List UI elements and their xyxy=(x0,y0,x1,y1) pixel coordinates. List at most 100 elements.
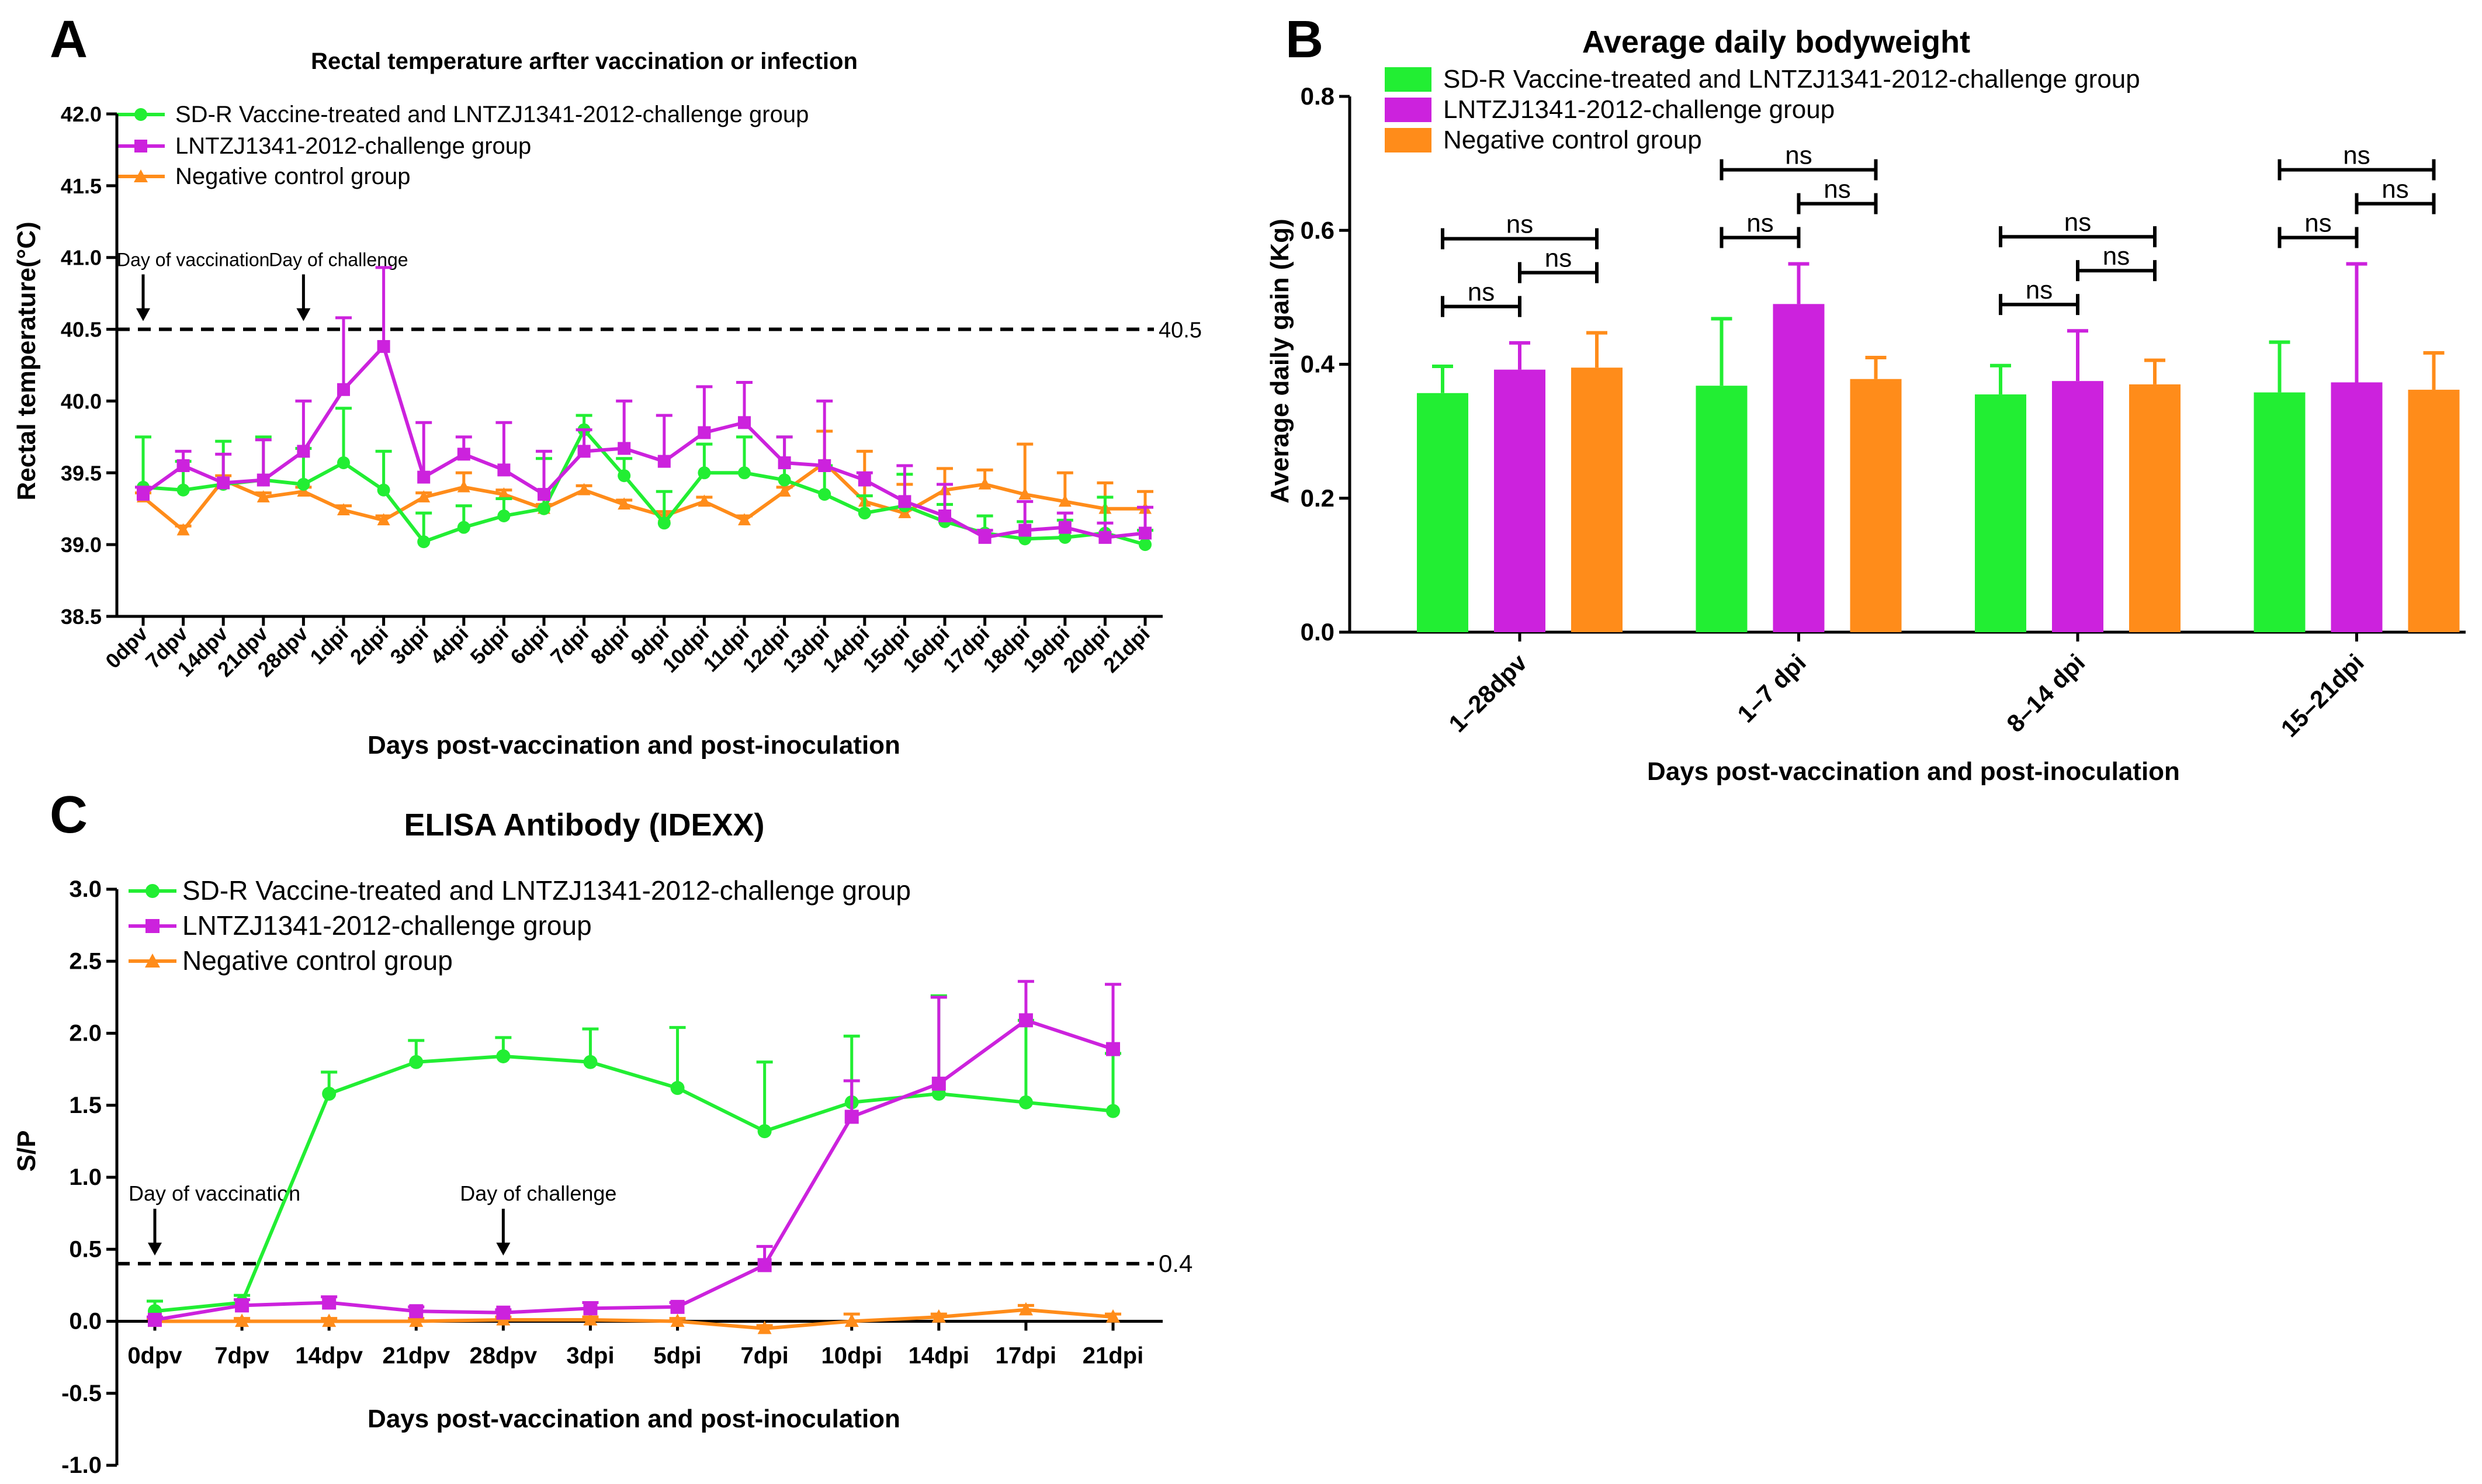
A-x-tick-label: 12dpi xyxy=(738,622,793,677)
chart-a-legend: SD-R Vaccine-treated and LNTZJ1341-2012-… xyxy=(117,102,809,189)
legend-a-green-marker xyxy=(134,108,147,121)
legend-b-magenta-swatch xyxy=(1385,98,1431,122)
A-data-point xyxy=(457,448,470,461)
A-series-magenta xyxy=(135,266,1153,544)
C-x-tick-label: 21dpi xyxy=(1083,1343,1143,1369)
B-sig-label: ns xyxy=(2382,175,2408,204)
A-data-point xyxy=(538,488,550,501)
C-data-point xyxy=(757,1258,772,1273)
B-sig-label: ns xyxy=(2304,209,2331,238)
B-bar-green xyxy=(1696,386,1748,632)
A-data-point xyxy=(1139,526,1152,540)
B-bar-magenta xyxy=(2331,382,2383,632)
A-x-tick-label: 5dpi xyxy=(466,622,513,669)
B-y-tick-label: 0.4 xyxy=(1301,351,1335,378)
C-data-point xyxy=(670,1313,685,1327)
B-sig-label: ns xyxy=(1785,141,1812,170)
B-bar-magenta xyxy=(1773,304,1825,632)
A-x-tick-label: 0dpv xyxy=(100,622,152,673)
A-data-point xyxy=(818,459,831,472)
C-data-point xyxy=(1018,1302,1033,1316)
A-data-point xyxy=(818,488,831,501)
B-y-tick-label: 0.6 xyxy=(1301,216,1334,244)
B-sig-label: ns xyxy=(1545,244,1572,273)
C-annotation-arrowhead xyxy=(148,1242,162,1256)
C-data-point xyxy=(583,1055,598,1069)
A-data-point xyxy=(176,483,190,497)
B-sig-label: ns xyxy=(1506,210,1533,239)
B-bar-orange xyxy=(2129,384,2181,632)
C-data-point xyxy=(1106,1042,1120,1056)
A-data-point xyxy=(738,466,751,480)
A-x-tick-label: 10dpi xyxy=(658,622,713,677)
A-y-tick-label: 42.0 xyxy=(61,102,102,126)
A-data-point xyxy=(978,531,992,544)
C-series-line xyxy=(154,1018,1114,1322)
A-x-tick-label: 17dpi xyxy=(938,622,994,677)
A-data-point xyxy=(217,476,230,490)
B-bar-green xyxy=(1975,394,2026,632)
A-annotation-arrowhead xyxy=(136,308,150,321)
A-data-point xyxy=(497,463,511,477)
B-bar-orange xyxy=(1850,379,1902,632)
legend-b-orange-swatch xyxy=(1385,128,1431,152)
A-data-point xyxy=(657,516,671,530)
A-y-tick-label: 39.5 xyxy=(61,461,102,485)
A-x-tick-label: 14dpi xyxy=(818,622,873,677)
C-data-point xyxy=(670,1299,685,1314)
C-annotation-text: Day of challenge xyxy=(460,1181,616,1205)
A-data-point xyxy=(337,503,350,515)
B-bar-orange xyxy=(2408,390,2460,632)
A-y-tick-label: 38.5 xyxy=(61,605,102,629)
C-x-tick-label: 14dpv xyxy=(295,1343,363,1369)
B-bar-green xyxy=(1417,393,1468,632)
C-data-point xyxy=(583,1301,598,1316)
B-sig-label: ns xyxy=(1468,278,1495,307)
C-x-tick-label: 7dpv xyxy=(214,1343,269,1369)
legend-a-orange-label: Negative control group xyxy=(175,164,410,189)
A-data-point xyxy=(538,502,550,515)
legend-a-magenta-label: LNTZJ1341-2012-challenge group xyxy=(175,133,531,159)
panel-letter-c: C xyxy=(50,786,88,844)
C-data-point xyxy=(409,1304,424,1319)
C-series-green xyxy=(147,994,1121,1319)
chart-b-xlabel: Days post-vaccination and post-inoculati… xyxy=(1647,757,2180,786)
C-data-point xyxy=(844,1109,859,1124)
A-data-point xyxy=(698,466,711,480)
A-data-point xyxy=(377,340,390,353)
C-y-tick-label: 2.0 xyxy=(69,1021,102,1046)
C-series-magenta xyxy=(147,980,1121,1327)
chart-c-title: ELISA Antibody (IDEXX) xyxy=(404,807,765,842)
legend-b-orange-label: Negative control group xyxy=(1443,126,1702,154)
A-x-tick-label: 8dpi xyxy=(586,622,633,669)
legend-b-green-swatch xyxy=(1385,67,1431,92)
A-series-line xyxy=(142,460,1145,533)
C-data-point xyxy=(1018,1013,1033,1028)
A-data-point xyxy=(1058,531,1072,544)
C-annotation-text: Day of vaccination xyxy=(129,1181,300,1205)
A-data-point xyxy=(337,383,350,396)
C-x-tick-label: 14dpi xyxy=(909,1343,969,1369)
C-x-tick-label: 28dpv xyxy=(470,1343,538,1369)
C-data-point xyxy=(931,1076,946,1091)
chart-b-ylabel: Average daily gain (Kg) xyxy=(1266,219,1294,503)
A-data-point xyxy=(898,495,911,508)
A-data-point xyxy=(938,509,951,522)
B-y-tick-label: 0.2 xyxy=(1301,484,1334,512)
B-sig-label: ns xyxy=(2103,242,2130,271)
A-data-point xyxy=(417,535,431,549)
chart-c-xlabel: Days post-vaccination and post-inoculati… xyxy=(368,1405,900,1433)
A-data-point xyxy=(457,480,470,493)
A-y-tick-label: 41.5 xyxy=(61,174,102,198)
B-x-tick-label: 1–7 dpi xyxy=(1732,649,1811,728)
legend-c-magenta-label: LNTZJ1341-2012-challenge group xyxy=(182,910,592,941)
A-y-tick-label: 39.0 xyxy=(61,533,102,557)
legend-c-green-label: SD-R Vaccine-treated and LNTZJ1341-2012-… xyxy=(182,875,911,906)
C-y-tick-label: 1.0 xyxy=(69,1164,102,1190)
C-x-tick-label: 10dpi xyxy=(821,1343,882,1369)
C-data-point xyxy=(235,1313,249,1327)
A-data-point xyxy=(497,509,511,522)
A-data-point xyxy=(858,507,871,520)
A-data-point xyxy=(497,487,511,500)
C-data-point xyxy=(322,1295,337,1310)
